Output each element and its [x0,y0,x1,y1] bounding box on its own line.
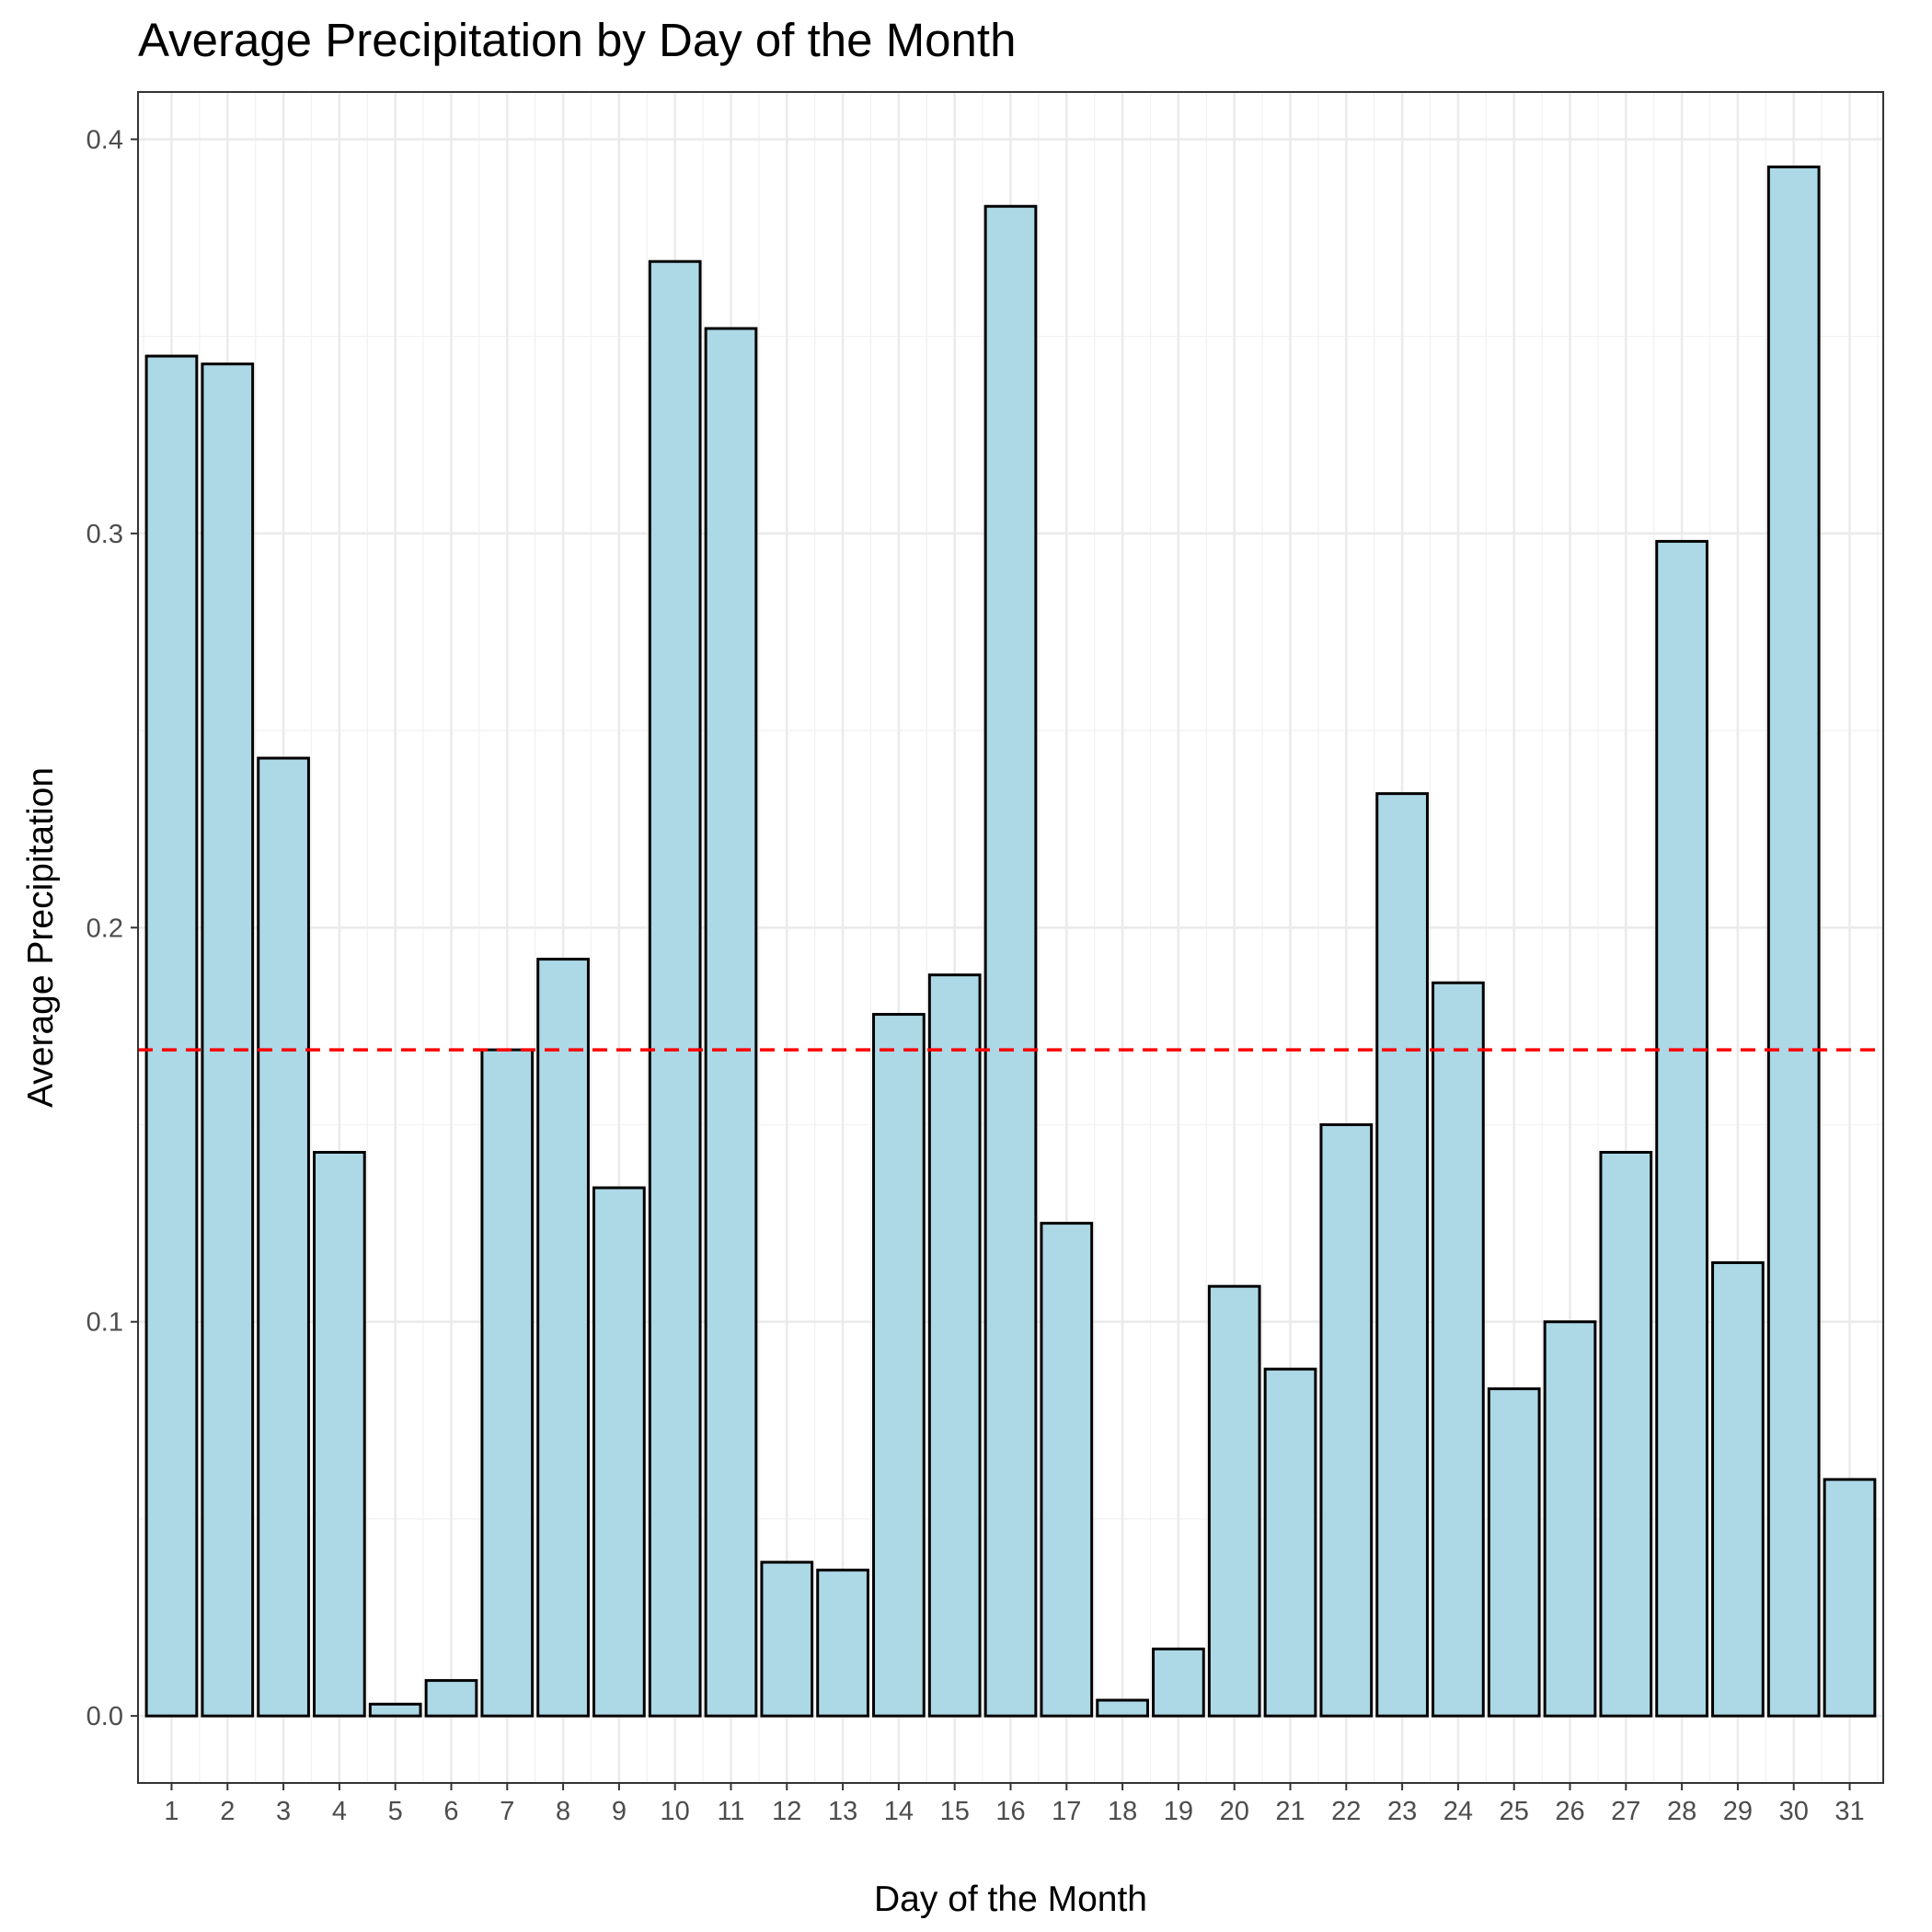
x-tick-label: 26 [1555,1797,1584,1826]
x-tick-label: 16 [995,1797,1025,1826]
x-tick-label: 2 [220,1797,235,1826]
bar-day-21 [1263,1367,1317,1718]
bar-day-11 [704,327,758,1718]
bar-day-19 [1152,1647,1205,1718]
x-tick-label: 6 [443,1797,458,1826]
x-tick-label: 31 [1834,1797,1864,1826]
bar-day-6 [424,1679,478,1718]
y-tick-label: 0.4 [86,125,123,155]
bar-day-17 [1040,1222,1094,1718]
y-axis: 0.0 0.1 0.2 0.3 0.4 [86,125,138,1731]
minor-gridlines [138,92,1883,1783]
x-axis: 1 2 3 4 5 6 7 8 9 10 11 12 13 14 15 16 17 18 19 20 21 22 23 24 2… [164,1783,1865,1826]
bar-day-16 [983,204,1038,1718]
bar-day-14 [872,1013,926,1718]
x-tick-label: 20 [1220,1797,1249,1826]
bar-day-10 [648,259,702,1718]
x-tick-label: 25 [1500,1797,1529,1826]
bar-day-22 [1319,1123,1374,1718]
x-tick-label: 10 [661,1797,690,1826]
x-tick-label: 12 [772,1797,801,1826]
bar-day-29 [1711,1260,1765,1718]
bars [144,165,1877,1718]
x-tick-label: 29 [1723,1797,1753,1826]
bar-day-23 [1375,792,1429,1718]
x-tick-label: 1 [164,1797,178,1826]
x-tick-label: 30 [1779,1797,1809,1826]
bar-day-1 [144,354,199,1718]
bar-day-5 [368,1702,422,1718]
bar-day-18 [1096,1698,1149,1718]
bar-day-8 [536,958,590,1718]
x-tick-label: 18 [1108,1797,1137,1826]
x-tick-label: 8 [556,1797,570,1826]
y-axis-title: Average Precipitation [21,767,61,1108]
bar-day-31 [1823,1478,1877,1718]
bar-day-4 [313,1150,366,1718]
bar-day-28 [1655,539,1708,1718]
y-tick-label: 0.2 [86,914,123,943]
x-tick-label: 24 [1443,1797,1473,1826]
x-tick-label: 15 [940,1797,970,1826]
bar-day-15 [927,973,982,1718]
bar-day-12 [760,1560,814,1718]
x-tick-label: 17 [1052,1797,1081,1826]
x-tick-label: 22 [1331,1797,1361,1826]
bar-day-13 [816,1569,869,1718]
y-tick-label: 0.3 [86,520,123,549]
x-tick-label: 5 [388,1797,403,1826]
bar-day-24 [1432,981,1485,1718]
bar-day-26 [1543,1320,1597,1718]
x-tick-label: 4 [332,1797,347,1826]
x-tick-label: 3 [276,1797,291,1826]
x-tick-label: 27 [1611,1797,1640,1826]
bar-day-3 [257,756,310,1718]
bar-day-30 [1766,165,1821,1718]
x-tick-label: 21 [1275,1797,1305,1826]
bar-day-9 [592,1186,646,1718]
x-tick-label: 7 [500,1797,514,1826]
x-tick-label: 23 [1387,1797,1417,1826]
x-axis-title: Day of the Month [874,1880,1147,1919]
bar-day-25 [1487,1387,1541,1718]
y-tick-label: 0.1 [86,1308,123,1338]
x-tick-label: 19 [1164,1797,1193,1826]
x-tick-label: 28 [1667,1797,1696,1826]
bar-day-27 [1599,1150,1653,1718]
bar-day-2 [201,362,255,1718]
y-tick-label: 0.0 [86,1702,123,1731]
x-tick-label: 14 [884,1797,914,1826]
x-tick-label: 9 [612,1797,627,1826]
chart-title: Average Precipitation by Day of the Mont… [138,14,1017,66]
bar-day-20 [1207,1284,1261,1718]
x-tick-label: 11 [717,1797,744,1826]
x-tick-label: 13 [828,1797,857,1826]
bar-day-7 [480,1048,535,1718]
